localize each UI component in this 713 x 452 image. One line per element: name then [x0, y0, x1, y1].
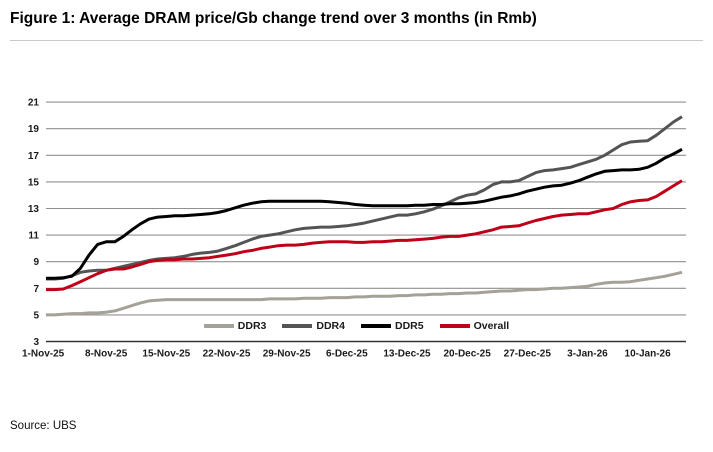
- y-tick-label: 9: [33, 257, 39, 268]
- figure-title: Figure 1: Average DRAM price/Gb change t…: [10, 10, 537, 27]
- legend-label-ddr3: DDR3: [237, 320, 267, 332]
- x-tick-label: 13-Dec-25: [383, 349, 431, 360]
- chart-area: 3 5 7 9 11 13 15 17 19 21 1-Nov-25 8-Nov-25 15-Nov-2…: [0, 56, 713, 374]
- x-tick-label: 1-Nov-25: [22, 349, 65, 360]
- y-tick-label: 3: [33, 337, 39, 348]
- x-tick-label: 3-Jan-26: [567, 349, 608, 360]
- legend-swatch-ddr4: [282, 324, 313, 328]
- x-tick-label: 27-Dec-25: [504, 349, 552, 360]
- x-tick-label: 6-Dec-25: [326, 349, 368, 360]
- y-tick-label: 21: [28, 98, 40, 109]
- legend-label-overall: Overall: [473, 320, 510, 332]
- y-tick-label: 7: [33, 284, 39, 295]
- legend-label-ddr4: DDR4: [316, 320, 345, 332]
- x-tick-label: 29-Nov-25: [263, 349, 311, 360]
- legend-swatch-overall: [439, 324, 470, 328]
- legend-swatch-ddr5: [360, 324, 391, 328]
- source-note: Source: UBS: [10, 420, 77, 432]
- x-tick-label: 22-Nov-25: [203, 349, 251, 360]
- legend-swatch-ddr3: [203, 324, 234, 328]
- series-line-ddr5: [46, 147, 683, 280]
- x-tick-label: 15-Nov-25: [142, 349, 190, 360]
- series-line-ddr4: [46, 115, 683, 281]
- x-tick-label: 10-Jan-26: [625, 349, 672, 360]
- legend-item-ddr4: DDR4: [282, 320, 345, 332]
- legend-item-overall: Overall: [439, 320, 510, 332]
- legend-item-ddr5: DDR5: [360, 320, 424, 332]
- chart-legend: DDR3 DDR4 DDR5 Overall: [0, 320, 713, 332]
- legend-item-ddr3: DDR3: [203, 320, 267, 332]
- series-line-overall: [46, 179, 683, 292]
- dram-price-trend-chart: 3 5 7 9 11 13 15 17 19 21 1-Nov-25 8-Nov-25 15-Nov-2…: [22, 98, 686, 360]
- y-tick-label: 5: [33, 310, 39, 321]
- y-tick-label: 13: [28, 204, 40, 215]
- x-tick-label: 8-Nov-25: [85, 349, 128, 360]
- series-line-ddr3: [46, 270, 683, 317]
- x-tick-label: 20-Dec-25: [444, 349, 492, 360]
- title-divider: [10, 40, 703, 41]
- y-tick-label: 11: [28, 231, 39, 242]
- y-tick-label: 15: [28, 177, 40, 188]
- legend-label-ddr5: DDR5: [394, 320, 424, 332]
- y-tick-label: 17: [28, 151, 40, 162]
- y-tick-label: 19: [28, 124, 40, 135]
